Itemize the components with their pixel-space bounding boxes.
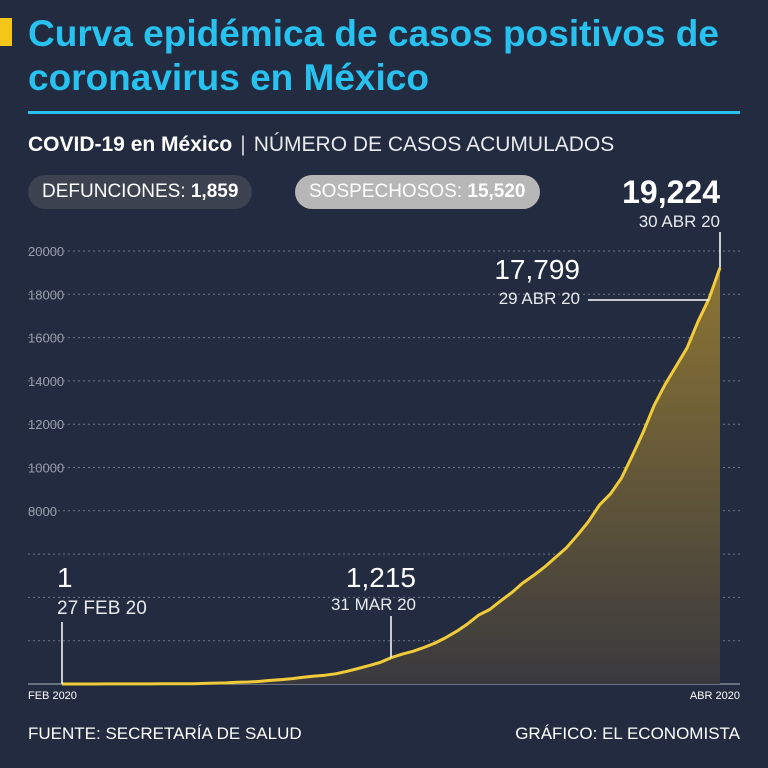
suspects-value: 15,520 <box>467 181 526 202</box>
title-divider <box>28 111 740 114</box>
deaths-value: 1,859 <box>190 181 239 202</box>
y-tick-label: 16000 <box>28 331 64 346</box>
y-tick-label: 12000 <box>28 417 64 432</box>
subtitle-country: COVID-19 en México <box>28 133 233 156</box>
suspects-label: SOSPECHOSOS: <box>309 181 463 202</box>
y-tick-label: 8000 <box>28 504 57 519</box>
graphic-credit: GRÁFICO: EL ECONOMISTA <box>515 724 740 743</box>
annotation-value: 1 <box>57 562 73 593</box>
annotation-value: 19,224 <box>622 174 720 210</box>
annotation-date: 30 ABR 20 <box>639 212 720 231</box>
annotation-date: 27 FEB 20 <box>57 598 147 619</box>
x-tick-label-start: FEB 2020 <box>28 690 77 702</box>
cases-area-fill <box>62 267 720 684</box>
chart-subtitle: COVID-19 en México | NÚMERO DE CASOS ACUMU… <box>28 133 614 157</box>
y-tick-label: 18000 <box>28 287 64 302</box>
y-tick-label: 20000 <box>28 244 64 259</box>
deaths-badge: DEFUNCIONES: 1,859 <box>28 175 253 209</box>
annotation-value: 17,799 <box>494 254 580 285</box>
page-title: Curva epidémica de casos positivos de co… <box>28 13 719 98</box>
y-tick-label: 14000 <box>28 374 64 389</box>
subtitle-metric: NÚMERO DE CASOS ACUMULADOS <box>253 133 615 156</box>
y-tick-label: 10000 <box>28 461 64 476</box>
annotation-date: 29 ABR 20 <box>499 289 580 308</box>
accent-bar <box>0 18 12 46</box>
annotation-value: 1,215 <box>346 562 416 593</box>
deaths-label: DEFUNCIONES: <box>42 181 186 202</box>
subtitle-separator: | <box>240 133 246 156</box>
annotation-date: 31 MAR 20 <box>331 595 416 614</box>
x-tick-label-end: ABR 2020 <box>690 690 740 702</box>
suspects-badge: SOSPECHOSOS: 15,520 <box>295 175 540 209</box>
source-credit: FUENTE: SECRETARÍA DE SALUD <box>28 724 302 743</box>
cases-line <box>62 267 722 686</box>
